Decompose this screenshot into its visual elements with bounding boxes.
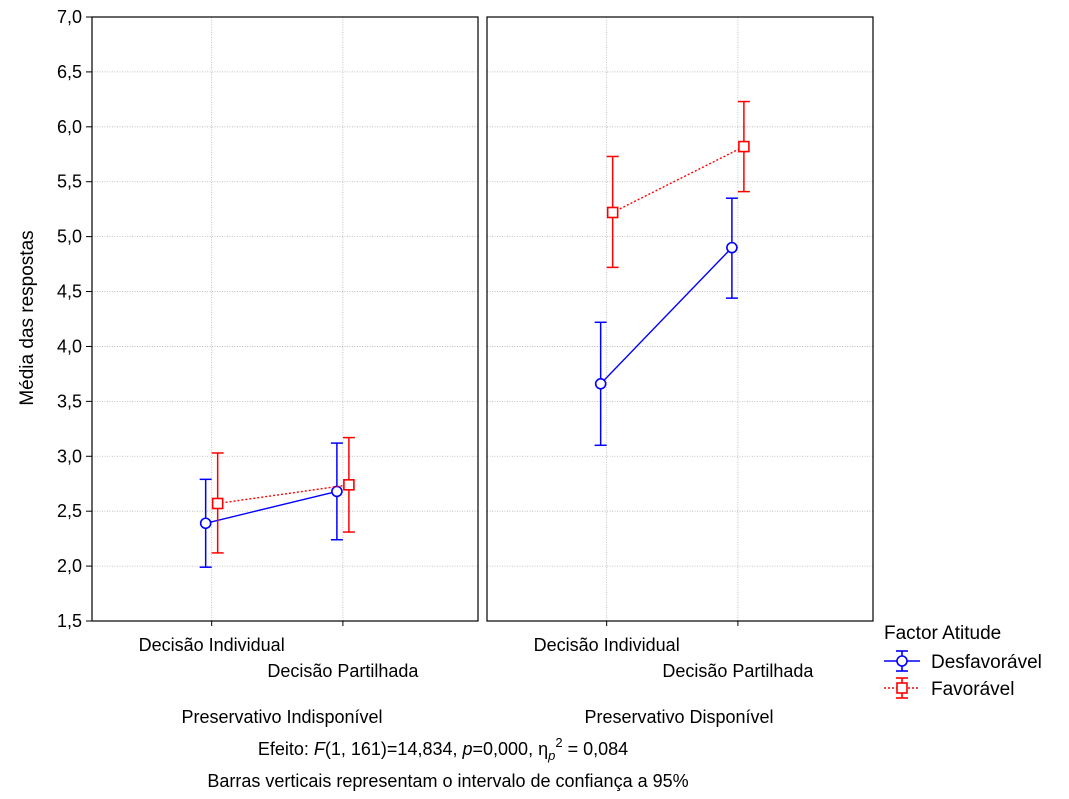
data-point [726,241,738,254]
y-tick-label: 1,5 [57,611,82,631]
y-tick-label: 4,5 [57,282,82,302]
x-tick-label: Decisão Partilhada [267,661,419,681]
series-line [600,247,733,385]
data-point [343,479,355,491]
data-point [211,497,224,510]
grid-layer [92,16,873,622]
data-point [738,140,750,153]
data-point [331,485,343,498]
y-tick-label: 5,0 [57,227,82,247]
legend-marker-favoravel [896,682,908,694]
y-tick-label: 5,5 [57,172,82,192]
legend-marker-desfavoravel [896,655,908,667]
effect-eta-value: = 0,084 [563,739,629,759]
x-tick-labels: Decisão Individual Decisão Partilhada Deci… [139,635,815,681]
y-tick-label: 6,5 [57,62,82,82]
y-tick-label: 6,0 [57,117,82,137]
marks-layer [199,100,750,568]
y-tick-labels: 1,5 2,0 2,5 3,0 3,5 4,0 4,5 5,0 5,5 6,0 6,5 7,0 [57,7,82,631]
effect-f-symbol: F [314,739,326,759]
data-point [594,377,607,390]
legend-label-desfavoravel: Desfavorável [931,652,1042,673]
y-tick-label: 4,0 [57,336,82,356]
effect-annotation: Efeito: F(1, 161)=14,834, p=0,000, ηp2 =… [258,735,628,763]
data-point [606,206,619,219]
x-tick-label: Decisão Individual [534,635,680,655]
series-line [217,484,349,505]
panel-frame [91,16,479,622]
y-tick-label: 2,0 [57,556,82,576]
data-point [199,517,212,530]
y-tick-label: 3,0 [57,446,82,466]
effect-eta-superscript: 2 [555,735,562,750]
y-tick-label: 2,5 [57,501,82,521]
x-tick-label: Decisão Partilhada [662,661,814,681]
x-tick-label: Decisão Individual [139,635,285,655]
y-tick-label: 3,5 [57,391,82,411]
series-line [612,145,745,214]
series-line [205,490,338,524]
legend: Factor Atitude Desfavorável Favorável [884,623,1042,700]
effect-p-value: =0,000, η [473,739,549,759]
legend-title: Factor Atitude [884,623,1001,644]
legend-item-favoravel: Favorável [884,677,1014,700]
legend-item-desfavoravel: Desfavorável [884,650,1042,673]
effect-eta-subscript: p [547,748,555,763]
effect-prefix: Efeito: [258,739,314,759]
legend-label-favoravel: Favorável [931,679,1014,700]
frame-layer [86,16,874,626]
y-axis-label: Média das respostas [17,230,38,405]
effect-p-symbol: p [462,739,473,759]
panel-label-left: Preservativo Indisponível [181,707,382,727]
confidence-caption: Barras verticais representam o intervalo… [207,771,688,791]
effect-f-value: (1, 161)=14,834, [325,739,463,759]
y-tick-label: 7,0 [57,7,82,27]
panel-frame [486,16,874,622]
panel-label-right: Preservativo Disponível [584,707,773,727]
